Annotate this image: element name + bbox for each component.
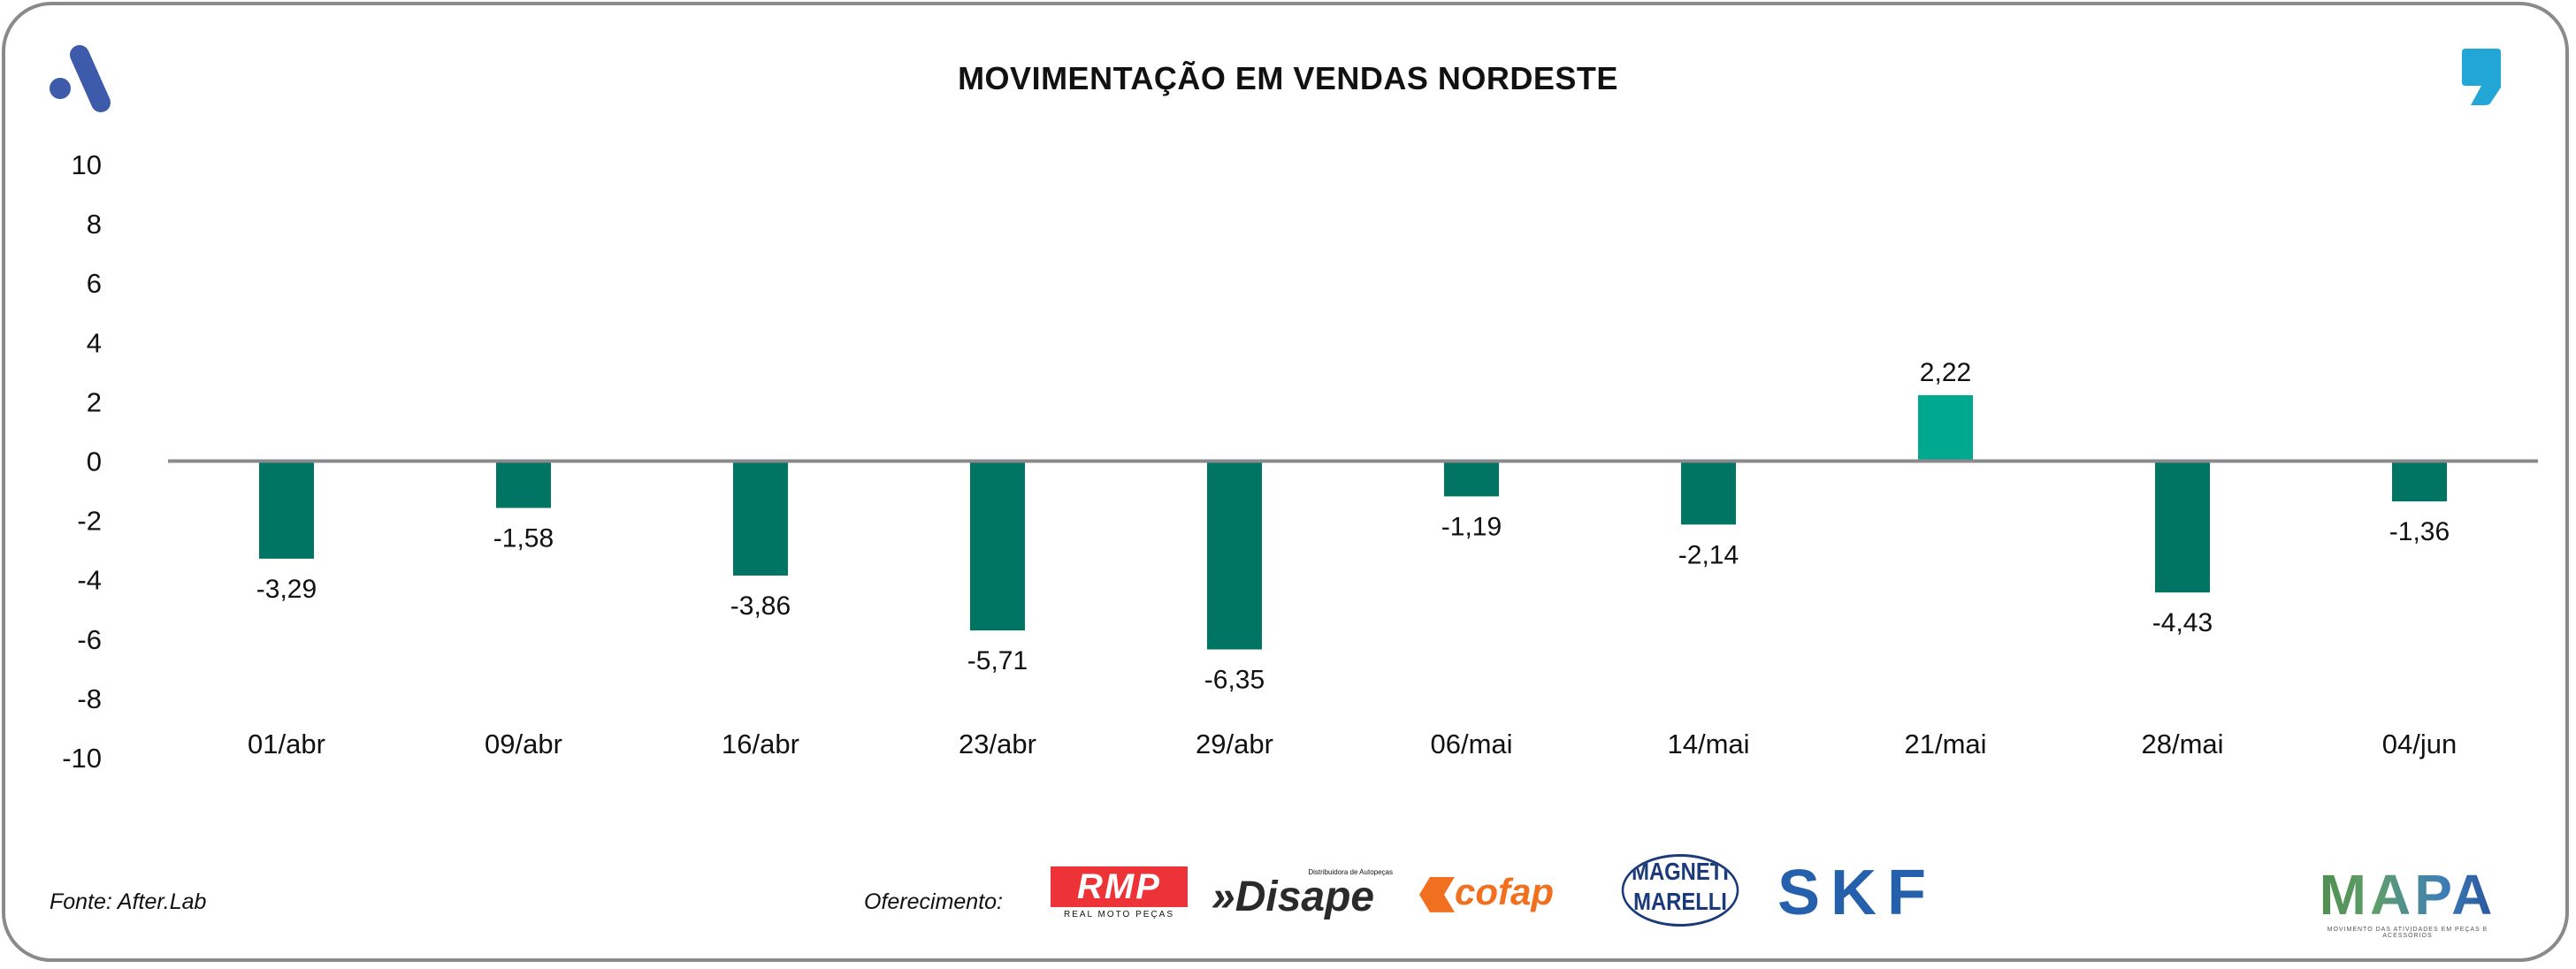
- y-tick-label: 2: [87, 386, 102, 417]
- sponsor-label: Oferecimento:: [864, 889, 1004, 914]
- bar: [1444, 461, 1499, 497]
- data-label: -2,14: [1678, 540, 1739, 569]
- y-tick-label: -6: [77, 624, 102, 655]
- bar: [1207, 461, 1262, 650]
- data-label: -1,36: [2389, 517, 2450, 546]
- data-label: -5,71: [967, 646, 1028, 675]
- x-tick-label: 09/abr: [485, 729, 562, 759]
- source-note: Fonte: After.Lab: [50, 889, 207, 914]
- x-tick-label: 04/jun: [2382, 729, 2457, 759]
- y-tick-label: -10: [62, 743, 102, 774]
- x-tick-label: 16/abr: [722, 729, 799, 759]
- y-tick-label: 4: [87, 327, 102, 358]
- bar: [970, 461, 1025, 631]
- magneti-marelli-logo: MAGNETI MARELLI: [1621, 854, 1739, 927]
- x-tick-label: 14/mai: [1667, 729, 1749, 759]
- y-tick-label: -4: [77, 565, 102, 596]
- y-tick-label: 6: [87, 268, 102, 299]
- y-tick-label: 10: [72, 149, 102, 180]
- cofap-logo: cofap: [1419, 871, 1554, 913]
- data-label: -3,86: [730, 591, 791, 621]
- y-tick-label: -8: [77, 683, 102, 714]
- y-tick-label: -2: [77, 506, 102, 537]
- mapa-logo: MAPA MOVIMENTO DAS ATIVIDADES EM PEÇAS E…: [2308, 866, 2507, 939]
- skf-logo: SKF: [1777, 858, 1937, 928]
- x-tick-label: 28/mai: [2141, 729, 2223, 759]
- afterlab-logo-icon: [50, 45, 111, 112]
- bar: [496, 461, 551, 508]
- data-label: -6,35: [1204, 666, 1265, 695]
- rmp-logo: RMP REAL MOTO PEÇAS: [1051, 866, 1188, 919]
- data-label: -4,43: [2152, 608, 2213, 637]
- bar: [2155, 461, 2210, 593]
- y-tick-label: 8: [87, 209, 102, 240]
- bar: [1681, 461, 1736, 525]
- bar: [1918, 395, 1973, 462]
- x-tick-label: 23/abr: [959, 729, 1036, 759]
- disape-logo: Distribuidora de Autopeças »Disape: [1212, 868, 1393, 920]
- x-tick-label: 21/mai: [1904, 729, 1986, 759]
- bar: [2392, 461, 2447, 502]
- data-label: 2,22: [1920, 358, 1971, 387]
- bar: [259, 461, 314, 559]
- data-label: -1,58: [493, 524, 554, 553]
- data-label: -1,19: [1441, 512, 1502, 541]
- data-label: -3,29: [256, 575, 317, 604]
- quote-comma-icon: [2462, 49, 2501, 105]
- bar: [733, 461, 788, 576]
- x-tick-label: 06/mai: [1430, 729, 1512, 759]
- chart-title: MOVIMENTAÇÃO EM VENDAS NORDESTE: [958, 60, 1618, 96]
- x-tick-label: 01/abr: [248, 729, 325, 759]
- x-tick-label: 29/abr: [1196, 729, 1273, 759]
- y-tick-label: 0: [87, 446, 102, 477]
